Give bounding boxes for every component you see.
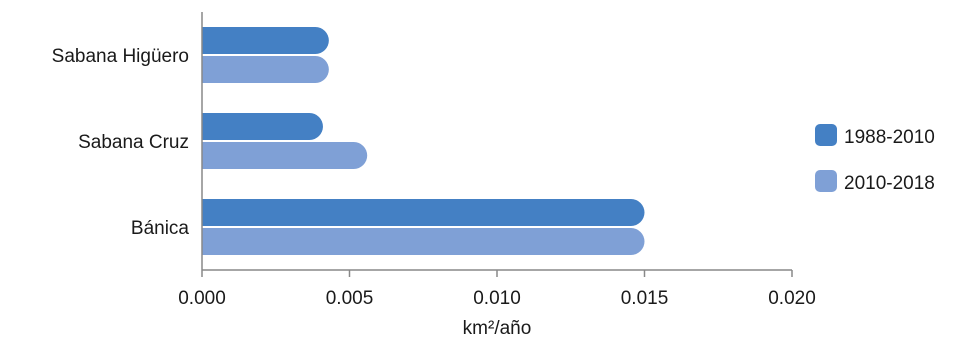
category-label: Sabana Higüero [52,46,189,67]
bar-sabana-hig-ero-2010-2018 [202,56,329,83]
x-tick-label: 0.010 [473,288,521,309]
legend-swatch [815,170,837,192]
bar-sabana-hig-ero-1988-2010 [202,27,329,54]
ticks-layer: 0.000 0.005 0.010 0.015 0.020 [178,270,816,309]
bar-b-nica-1988-2010 [202,199,645,226]
x-tick-label: 0.000 [178,288,226,309]
legend: 1988-2010 2010-2018 [815,124,935,194]
category-label: Bánica [131,218,190,239]
bars-layer [202,27,645,255]
legend-label: 2010-2018 [844,173,935,194]
x-axis-title: km²/año [463,318,532,339]
category-label: Sabana Cruz [78,132,189,153]
x-tick-label: 0.015 [621,288,669,309]
legend-label: 1988-2010 [844,127,935,148]
x-tick-label: 0.005 [326,288,374,309]
legend-swatch [815,124,837,146]
x-tick-label: 0.020 [768,288,816,309]
bar-b-nica-2010-2018 [202,228,645,255]
bar-sabana-cruz-2010-2018 [202,142,368,169]
bar-sabana-cruz-1988-2010 [202,113,323,140]
category-labels: Sabana Higüero Sabana Cruz Bánica [52,46,190,239]
